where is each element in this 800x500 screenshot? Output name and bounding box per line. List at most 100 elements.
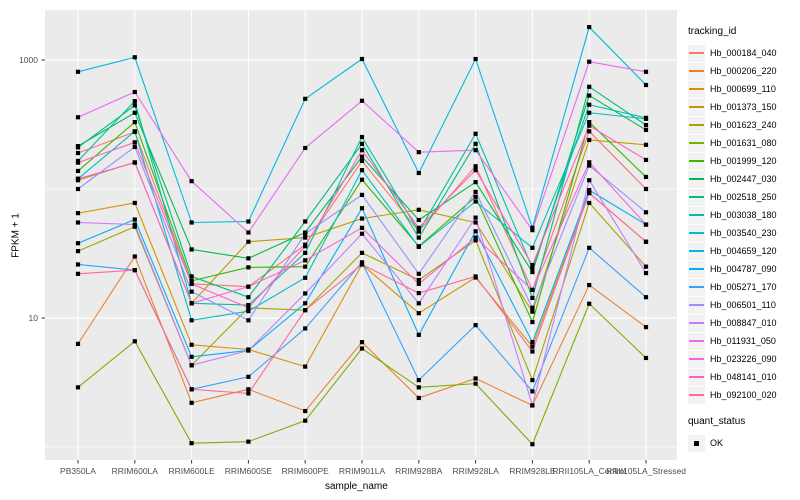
data-point [530,344,535,349]
legend-key [688,242,705,260]
data-point [132,99,137,104]
legend-item-Hb_048141_010: Hb_048141_010 [688,368,798,386]
data-point [643,295,649,300]
data-point [530,269,535,275]
data-point [75,241,81,246]
legend-item-Hb_003038_180: Hb_003038_180 [688,206,798,224]
data-point [530,378,535,383]
data-point [132,110,137,115]
legend-key [688,80,705,98]
x-tick-label-RRII105LA_Control: RRII105LA_Control [552,466,627,476]
data-point [359,346,365,351]
data-point [587,102,592,107]
legend-label: Hb_006501_110 [710,300,776,310]
data-point [246,265,251,270]
data-point [473,56,478,62]
legend-key [688,386,705,404]
legend-key [688,224,705,242]
data-point [473,189,478,194]
legend-label: Hb_000206_220 [710,66,777,76]
legend-label: Hb_001623_240 [710,120,777,130]
data-point [359,98,365,103]
legend-key [688,188,705,206]
data-point [473,168,478,173]
data-point [643,82,649,88]
data-point [132,217,137,222]
data-point [75,186,81,192]
data-point [359,148,365,153]
data-point [416,217,421,223]
data-point [643,355,649,361]
data-point [416,235,421,240]
legend-item-Hb_001999_120: Hb_001999_120 [688,152,798,170]
legend-item-Hb_011931_050: Hb_011931_050 [688,332,798,350]
legend-item-Hb_006501_110: Hb_006501_110 [688,296,798,314]
data-point [416,311,421,316]
legend-item-Hb_004787_090: Hb_004787_090 [688,260,798,278]
data-point [416,378,421,383]
data-point [643,174,649,180]
data-point [530,442,535,447]
legend-key [688,62,705,80]
data-point [587,59,592,64]
legend-item-Hb_005271_170: Hb_005271_170 [688,278,798,296]
data-point [416,395,421,401]
data-point [75,262,81,267]
data-point [75,168,81,174]
legend-line-icon [689,124,704,126]
data-point [587,129,592,134]
data-point [359,216,365,221]
data-point [587,178,592,183]
legend-label: Hb_000699_110 [710,84,776,94]
legend-line-icon [689,196,704,198]
x-tick-label-RRIM928LE: RRIM928LE [509,466,556,476]
legend-label: Hb_011931_050 [710,336,776,346]
data-point [587,282,592,288]
data-point [416,271,421,276]
legend-key [688,260,705,278]
data-point [530,295,535,301]
x-tick-label-RRIM600PE: RRIM600PE [281,466,329,476]
legend-item-Hb_003540_230: Hb_003540_230 [688,224,798,242]
data-point [587,137,592,143]
data-point [587,93,592,98]
data-point [643,210,649,215]
legend-line-icon [689,52,704,54]
legend-line-icon [689,106,704,108]
data-point [473,235,478,240]
data-point [643,239,649,244]
data-point [246,305,251,310]
data-point [416,277,421,283]
data-point [473,131,478,136]
data-point [530,225,535,230]
legend-line-icon [689,268,704,270]
legend-key [688,206,705,224]
data-point [416,281,421,286]
legend-item-ok: OK [688,434,798,452]
data-point [132,160,137,165]
legend-line-icon [689,160,704,162]
data-point [643,157,649,163]
legend-label: Hb_000184_040 [710,48,777,58]
data-point [416,207,421,212]
data-point [303,301,308,306]
data-point [246,239,251,244]
data-point [132,224,137,229]
data-point [303,364,308,369]
legend-label: Hb_002518_250 [710,192,777,202]
data-point [246,348,251,353]
data-point [189,318,194,323]
data-point [359,134,365,140]
legend-key [688,278,705,296]
data-point [587,160,592,165]
data-point [359,158,365,164]
data-point [303,145,308,151]
data-point [246,256,251,261]
data-point [132,140,137,145]
legend-key [688,134,705,152]
data-point [416,225,421,230]
legend-item-Hb_001631_080: Hb_001631_080 [688,134,798,152]
data-point [643,127,649,133]
data-point [189,400,194,405]
